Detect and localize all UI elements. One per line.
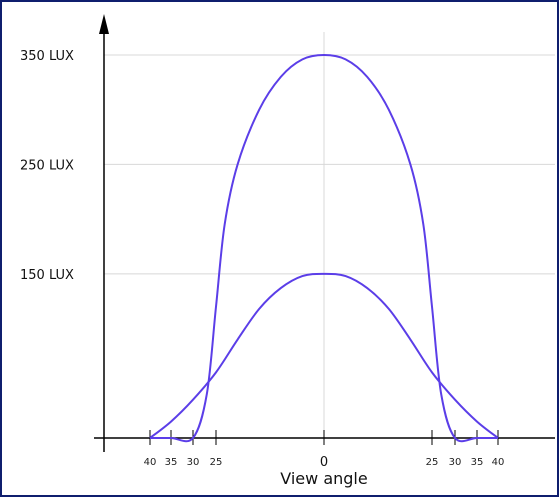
x-tick-label-center: 0 bbox=[320, 455, 328, 470]
x-ticks: 40 35 30 25 25 30 35 40 0 bbox=[144, 430, 505, 470]
y-tick-label-350: 350 LUX bbox=[20, 49, 74, 64]
series-line-1 bbox=[150, 53, 498, 443]
y-tick-labels: 350 LUX 250 LUX 150 LUX bbox=[20, 49, 74, 283]
x-tick-label-right-25: 25 bbox=[426, 457, 439, 468]
x-tick-label-right-35: 35 bbox=[471, 457, 484, 468]
y-tick-label-150: 150 LUX bbox=[20, 268, 74, 283]
x-tick-label-right-30: 30 bbox=[449, 457, 462, 468]
y-tick-label-250: 250 LUX bbox=[20, 158, 74, 173]
x-tick-label-right-40: 40 bbox=[492, 457, 505, 468]
series-group bbox=[149, 53, 499, 443]
x-axis-title: View angle bbox=[280, 469, 367, 488]
x-tick-label-left-40: 40 bbox=[144, 457, 157, 468]
grid-lines bbox=[104, 32, 555, 438]
x-tick-label-left-25: 25 bbox=[210, 457, 223, 468]
x-tick-label-left-30: 30 bbox=[187, 457, 200, 468]
y-axis-arrow bbox=[99, 14, 109, 34]
series-line-2 bbox=[149, 272, 499, 439]
x-tick-label-left-35: 35 bbox=[165, 457, 178, 468]
